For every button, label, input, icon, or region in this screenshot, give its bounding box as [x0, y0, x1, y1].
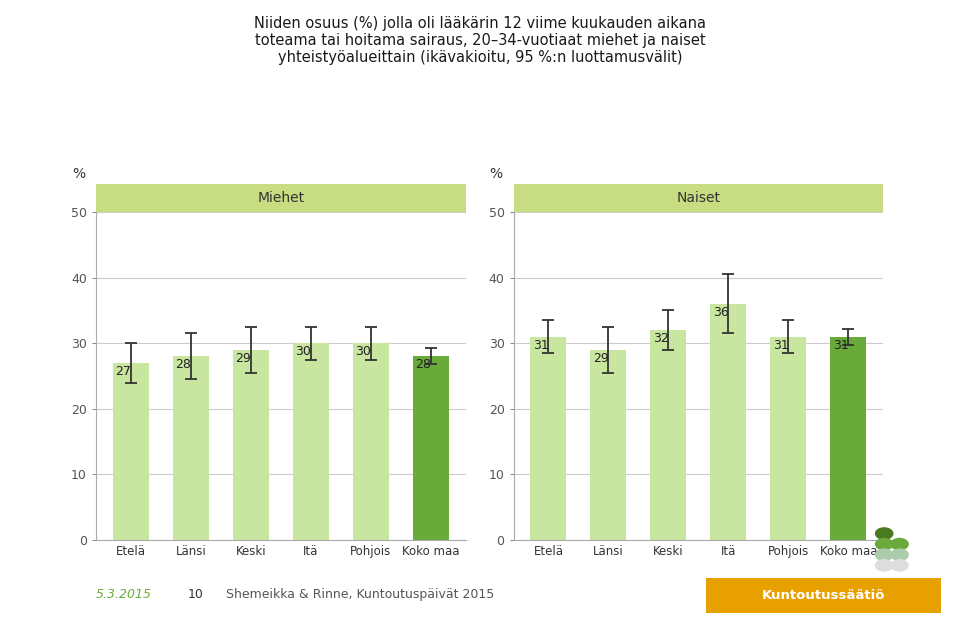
Text: 29: 29: [592, 352, 609, 364]
Text: Shemeikka & Rinne, Kuntoutuspäivät 2015: Shemeikka & Rinne, Kuntoutuspäivät 2015: [226, 588, 493, 600]
Text: 32: 32: [653, 332, 668, 345]
Bar: [293, 343, 328, 540]
Bar: [651, 330, 686, 540]
Text: 27: 27: [115, 365, 132, 378]
Text: 31: 31: [533, 339, 548, 351]
Text: 29: 29: [235, 352, 251, 364]
Text: Naiset: Naiset: [677, 191, 720, 205]
Text: Kuntoutussäätiö: Kuntoutussäätiö: [761, 589, 885, 602]
Text: 10: 10: [187, 588, 204, 600]
Text: 30: 30: [355, 345, 372, 358]
Bar: [590, 349, 626, 540]
Bar: [352, 343, 389, 540]
Bar: [530, 337, 566, 540]
Bar: [173, 356, 208, 540]
Text: 28: 28: [415, 358, 431, 371]
Text: 5.3.2015: 5.3.2015: [96, 588, 152, 600]
Text: Niiden osuus (%) jolla oli lääkärin 12 viime kuukauden aikana
toteama tai hoitam: Niiden osuus (%) jolla oli lääkärin 12 v…: [254, 16, 706, 66]
Text: %: %: [72, 167, 85, 181]
Bar: [413, 356, 448, 540]
Bar: [232, 349, 269, 540]
Text: 30: 30: [296, 345, 311, 358]
Bar: [112, 363, 149, 540]
Text: %: %: [490, 167, 503, 181]
Text: 28: 28: [175, 358, 191, 371]
Bar: [770, 337, 806, 540]
Text: 31: 31: [773, 339, 788, 351]
Bar: [830, 337, 866, 540]
Bar: [710, 304, 747, 540]
Text: 31: 31: [832, 339, 849, 351]
Text: 36: 36: [712, 306, 729, 319]
Text: Miehet: Miehet: [257, 191, 304, 205]
